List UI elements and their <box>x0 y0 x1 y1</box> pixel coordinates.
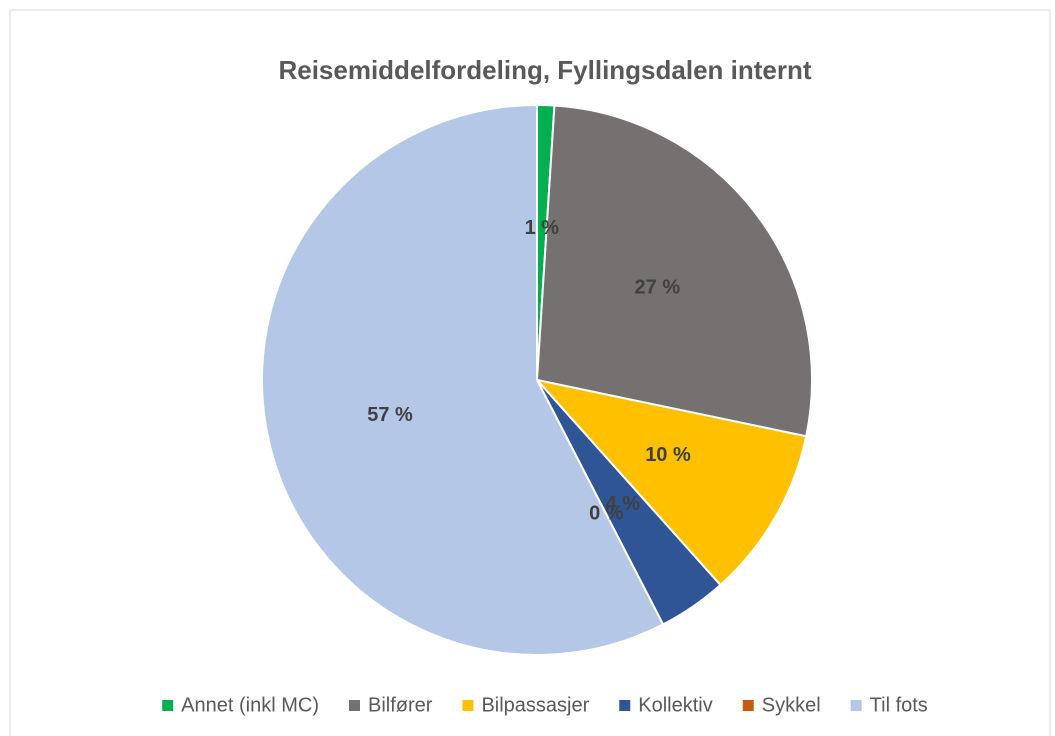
legend-swatch <box>619 700 631 711</box>
legend-label: Bilpassasjer <box>481 694 589 716</box>
legend-label: Sykkel <box>762 694 821 716</box>
legend-label: Bilfører <box>368 694 433 716</box>
legend-label: Til fots <box>870 694 928 716</box>
data-label: 10 % <box>645 444 691 466</box>
chart-title: Reisemiddelfordeling, Fyllingsdalen inte… <box>278 55 811 85</box>
data-label: 1 % <box>525 217 560 239</box>
legend-label: Annet (inkl MC) <box>181 694 319 716</box>
legend-swatch <box>742 700 754 711</box>
legend-label: Kollektiv <box>638 694 712 716</box>
pie-slice <box>534 378 808 587</box>
data-label: 4 % <box>606 493 641 515</box>
legend-swatch <box>162 700 174 711</box>
data-label: 27 % <box>635 277 681 299</box>
legend-swatch <box>850 700 862 711</box>
legend-swatch <box>462 700 474 711</box>
pie-slice <box>261 103 665 656</box>
legend-swatch <box>348 700 360 711</box>
data-label: 0 % <box>589 503 624 525</box>
pie-slice <box>535 104 813 438</box>
data-label: 57 % <box>367 404 413 426</box>
